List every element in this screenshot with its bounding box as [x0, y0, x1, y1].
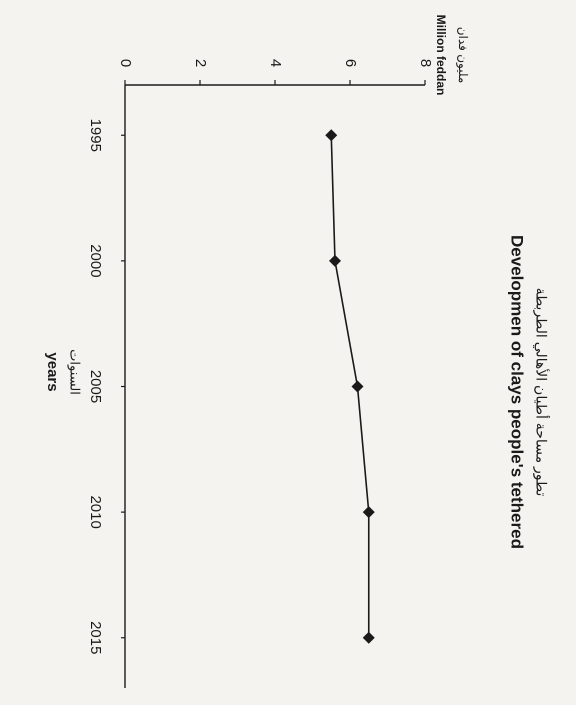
chart-title: Developmen of clays people's tethered [508, 235, 527, 549]
value-tick-label: 6 [342, 59, 359, 67]
data-point [351, 380, 364, 393]
year-tick-label: 2015 [87, 621, 104, 654]
value-tick-label: 0 [117, 59, 134, 67]
data-point [329, 254, 341, 267]
data-point [362, 631, 375, 644]
year-tick-label: 2000 [87, 244, 104, 277]
data-point [362, 506, 375, 519]
value-axis-title-arabic: مليون فدان [456, 27, 470, 84]
year-tick-label: 1995 [87, 119, 104, 152]
value-tick-label: 2 [192, 59, 209, 67]
value-axis-title: Million feddan [434, 15, 448, 96]
value-tick-label: 8 [417, 59, 434, 67]
value-tick-label: 4 [267, 59, 284, 67]
plot-area: 0 2 4 6 8 1995 2000 2005 2010 2015 Million feddan م… [44, 15, 551, 688]
year-tick-label: 2010 [87, 495, 104, 528]
year-axis-title-arabic: السنوات [67, 349, 83, 395]
year-tick-label: 2005 [87, 370, 104, 403]
chart-title-arabic: تطور مساحة أطيان الأهالي الطربطة [532, 288, 551, 497]
year-axis-title: years [44, 352, 61, 391]
data-point [325, 129, 338, 142]
